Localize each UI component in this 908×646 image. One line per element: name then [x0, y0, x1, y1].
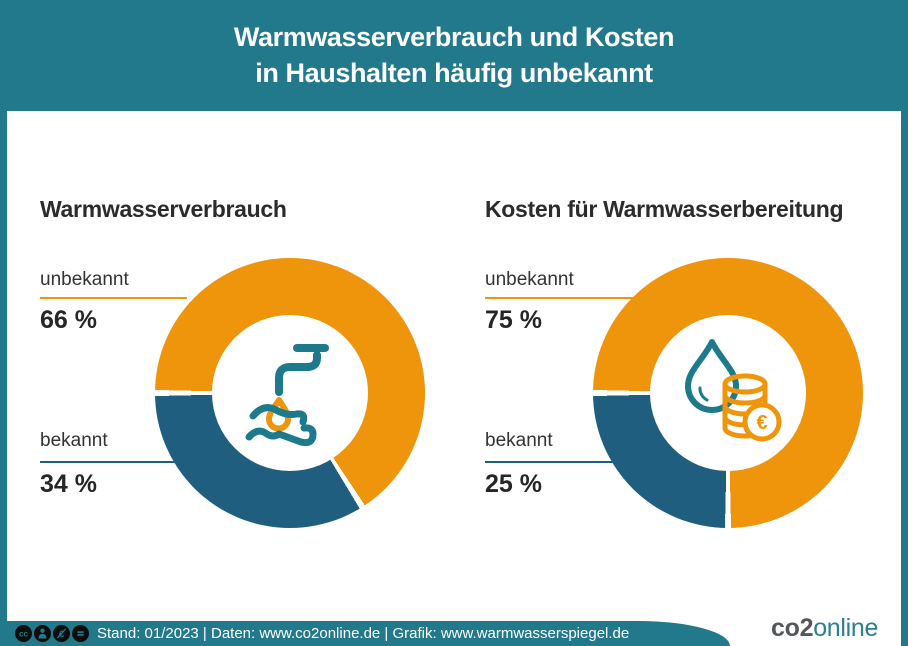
- segment-value-unbekannt: 66 %: [40, 306, 97, 334]
- segment-leader-line-bekannt: [485, 461, 614, 463]
- no-derivatives-equals-icon: [72, 625, 89, 642]
- segment-leader-line-unbekannt: [485, 297, 640, 299]
- segment-label-unbekannt: unbekannt: [40, 269, 129, 290]
- segment-value-bekannt: 25 %: [485, 470, 542, 498]
- segment-value-bekannt: 34 %: [40, 470, 97, 498]
- main-title-line1: Warmwasserverbrauch und Kosten: [233, 21, 675, 52]
- non-commercial-euro-icon: €: [53, 625, 70, 642]
- header-banner: Warmwasserverbrauch und Kosten in Hausha…: [0, 0, 908, 111]
- water-drop-coins-euro-icon: €: [685, 339, 782, 442]
- chart-group-kosten: Kosten für Warmwasserbereitung unbekannt…: [485, 196, 908, 556]
- logo-suffix: online: [813, 614, 879, 642]
- left-frame-border: [0, 0, 7, 646]
- donut-center: [212, 315, 368, 471]
- segment-label-unbekannt: unbekannt: [485, 269, 574, 290]
- footer-bar: [0, 621, 730, 646]
- segment-value-unbekannt: 75 %: [485, 306, 542, 334]
- license-icons: cc €: [15, 625, 89, 642]
- segment-leader-line-bekannt: [40, 461, 177, 463]
- chart-title: Warmwasserverbrauch: [40, 196, 287, 222]
- donut-chart-warmwasserverbrauch: [155, 258, 425, 528]
- donut-chart-kosten: €: [593, 258, 863, 528]
- chart-title: Kosten für Warmwasserbereitung: [485, 196, 844, 222]
- svg-text:€: €: [756, 412, 767, 434]
- source-info-text: Stand: 01/2023 | Daten: www.co2online.de…: [97, 625, 630, 642]
- segment-leader-line-unbekannt: [40, 297, 187, 299]
- faucet-drop-hand-icon: [245, 344, 329, 447]
- co2online-logo: co2online: [771, 614, 878, 643]
- segment-label-bekannt: bekannt: [485, 430, 553, 451]
- segment-label-bekannt: bekannt: [40, 430, 108, 451]
- svg-text:cc: cc: [19, 629, 29, 638]
- attribution-person-icon: [34, 625, 51, 642]
- main-title-line2: in Haushalten häufig unbekannt: [255, 57, 653, 88]
- chart-group-warmwasserverbrauch: Warmwasserverbrauch unbekannt 66 % bekan…: [40, 196, 470, 556]
- cc-icon: cc: [15, 625, 32, 642]
- logo-prefix: co2: [771, 614, 814, 642]
- right-frame-border: [901, 0, 908, 646]
- donut-center: €: [650, 315, 806, 471]
